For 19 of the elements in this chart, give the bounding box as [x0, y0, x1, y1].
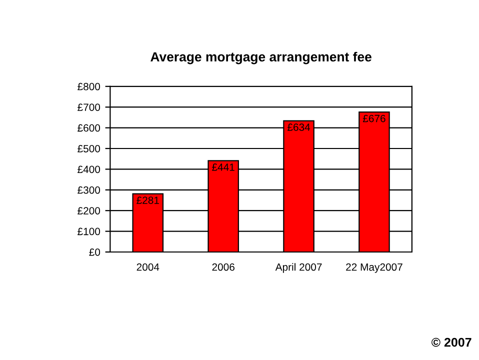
- text: © 2007: [432, 338, 472, 347]
- data-label: £441: [212, 163, 234, 171]
- y-tick-label: £600: [78, 124, 100, 132]
- y-tick-label: £200: [78, 207, 100, 214]
- y-tick-label: £300: [78, 186, 100, 194]
- chart-title: Average mortgage arrangement fee: [150, 52, 372, 64]
- y-tick-label: £400: [78, 166, 100, 174]
- y-tick-label: £700: [78, 104, 100, 111]
- data-label: £634: [287, 124, 310, 131]
- y-tick-label: £100: [78, 228, 100, 236]
- y-tick-label: £0: [89, 248, 100, 256]
- x-tick-label: 2006: [212, 263, 234, 271]
- data-label: £281: [136, 196, 159, 204]
- x-tick-label: 22 May2007: [346, 263, 402, 273]
- data-label: £676: [362, 114, 386, 122]
- x-tick-label: 2004: [136, 263, 160, 271]
- x-tick-label: April 2007: [275, 263, 322, 273]
- y-tick-label: £800: [78, 82, 100, 90]
- y-tick-label: £500: [78, 145, 100, 152]
